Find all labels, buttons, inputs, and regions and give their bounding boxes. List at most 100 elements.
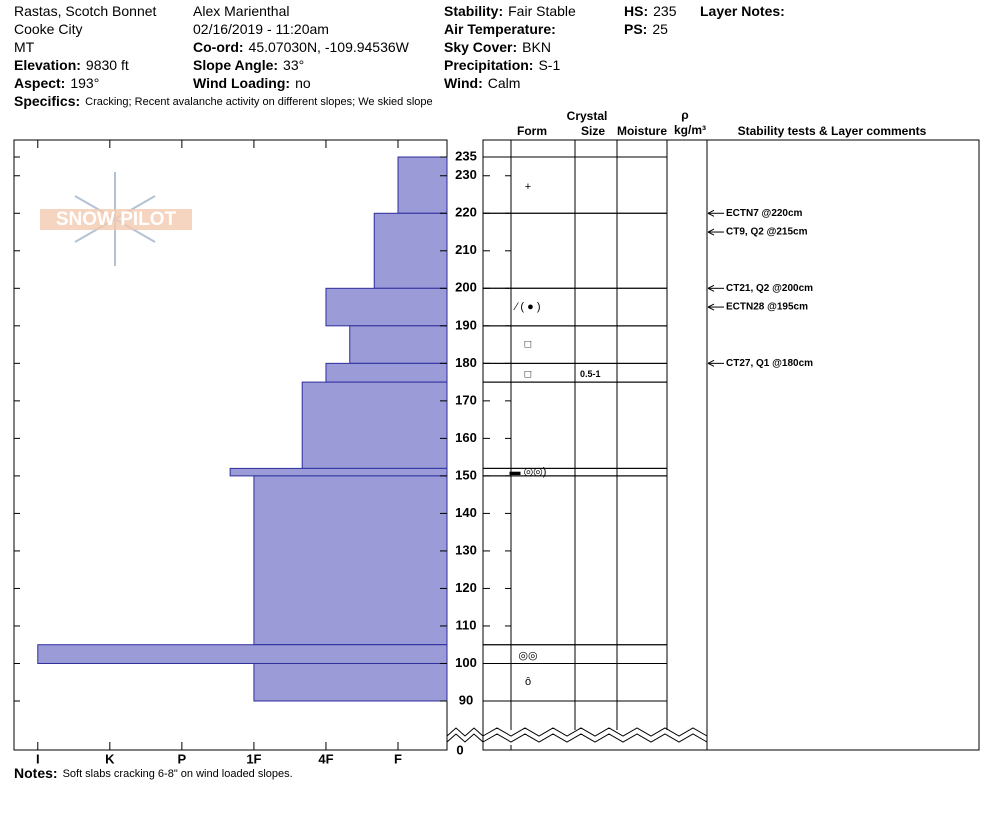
field-label: Wind Loading: <box>193 75 290 91</box>
hardness-bar <box>229 467 448 477</box>
hardness-bar <box>373 212 448 289</box>
field: Layer Notes: <box>700 3 785 19</box>
field: HS: 235 <box>624 3 677 19</box>
column-header: ρ <box>681 108 688 122</box>
depth-label: 90 <box>459 692 473 707</box>
field-label: PS: <box>624 21 647 37</box>
field-value: 25 <box>652 21 668 37</box>
field-value: 193° <box>70 75 99 91</box>
depth-label: 230 <box>455 167 477 182</box>
field-label: Slope Angle: <box>193 57 278 73</box>
field: Stability: Fair Stable <box>444 3 576 19</box>
grain-form: ▬ ◎◎) <box>510 466 547 478</box>
column-header: kg/m³ <box>674 123 706 137</box>
break <box>446 733 484 743</box>
test-arrowhead <box>707 284 715 292</box>
field-value: Cracking; Recent avalanche activity on d… <box>85 96 433 108</box>
field-value: S-1 <box>538 57 560 73</box>
depth-label: 100 <box>455 655 477 670</box>
logo-band <box>40 209 192 230</box>
test-label: CT27, Q1 @180cm <box>726 358 813 369</box>
field: Rastas, Scotch Bonnet <box>14 3 157 19</box>
depth-label: 150 <box>455 467 477 482</box>
field-value: 9830 ft <box>86 57 129 73</box>
field-label: Sky Cover: <box>444 39 517 55</box>
logo: SNOW PILOT <box>56 209 177 230</box>
notes: Notes: Soft slabs cracking 6-8" on wind l… <box>14 765 293 781</box>
field-label: Air Temperature: <box>444 21 556 37</box>
specifics: Specifics: Cracking; Recent avalanche act… <box>14 93 433 109</box>
depth-label: 130 <box>455 542 477 557</box>
field-value: 235 <box>653 3 677 19</box>
field: Sky Cover: BKN <box>444 39 551 55</box>
depth-label: 190 <box>455 317 477 332</box>
field-value: Rastas, Scotch Bonnet <box>14 3 157 19</box>
grain-form: ⁄ ( ● ) <box>513 301 541 313</box>
depth-label: 180 <box>455 355 477 370</box>
break <box>446 727 484 737</box>
field-value: Alex Marienthal <box>193 3 290 19</box>
hardness-bar <box>253 662 448 702</box>
hardness-label: 4F <box>318 751 333 766</box>
field: PS: 25 <box>624 21 668 37</box>
depth-label: 235 <box>455 148 477 163</box>
field: Precipitation: S-1 <box>444 57 560 73</box>
depth-label: 200 <box>455 280 477 295</box>
field: Wind: Calm <box>444 75 520 91</box>
hardness-label: I <box>36 751 40 766</box>
depth-label: 110 <box>456 617 477 632</box>
field-value: MT <box>14 39 35 55</box>
field-value: 02/16/2019 - 11:20am <box>193 21 329 37</box>
test-label: CT21, Q2 @200cm <box>726 283 813 294</box>
field: Slope Angle: 33° <box>193 57 304 73</box>
hardness-bar <box>349 325 448 364</box>
grain-form: + <box>525 181 531 193</box>
hardness-bar <box>397 156 448 214</box>
field-value: BKN <box>522 39 551 55</box>
field-value: no <box>295 75 311 91</box>
depth-label: 210 <box>455 242 477 257</box>
field: Wind Loading: no <box>193 75 311 91</box>
test-arrowhead <box>707 303 715 311</box>
field-value: 33° <box>283 57 304 73</box>
depth-label: 120 <box>455 580 477 595</box>
test-label: ECTN7 @220cm <box>726 208 803 219</box>
hardness-bar <box>325 287 448 327</box>
hardness-bar <box>37 644 448 664</box>
grain-form: ȏ <box>525 676 531 688</box>
field-label: Co-ord: <box>193 39 244 55</box>
field: Alex Marienthal <box>193 3 290 19</box>
column-header: Crystal <box>567 109 608 123</box>
depth-label: 140 <box>455 505 477 520</box>
ground-label: 0 <box>456 742 463 757</box>
hardness-bar <box>301 381 448 469</box>
field-label: Notes: <box>14 765 58 781</box>
depth-label: 170 <box>455 392 477 407</box>
grain-size: 0.5-1 <box>580 369 601 379</box>
field: MT <box>14 39 35 55</box>
field-value: Soft slabs cracking 6-8" on wind loaded … <box>63 768 293 780</box>
field-value: Fair Stable <box>508 3 576 19</box>
field: Aspect: 193° <box>14 75 99 91</box>
field-label: Wind: <box>444 75 483 91</box>
hardness-label: P <box>178 751 187 766</box>
field: Cooke City <box>14 21 82 37</box>
field-value: Cooke City <box>14 21 82 37</box>
test-arrowhead <box>707 359 715 367</box>
test-label: ECTN28 @195cm <box>726 302 808 313</box>
break <box>482 733 708 743</box>
field: Air Temperature: <box>444 21 556 37</box>
break <box>482 727 708 737</box>
layer-frame <box>482 139 980 751</box>
test-arrowhead <box>707 228 715 236</box>
grain-form: □ <box>525 369 532 381</box>
field: Elevation: 9830 ft <box>14 57 129 73</box>
hardness-label: 1F <box>246 751 261 766</box>
grain-form: ◎◎ <box>518 650 537 662</box>
column-header: Form <box>517 124 547 138</box>
column-header: Stability tests & Layer comments <box>738 124 927 138</box>
field-label: Stability: <box>444 3 503 19</box>
hardness-bar <box>253 475 448 646</box>
test-label: CT9, Q2 @215cm <box>726 227 808 238</box>
